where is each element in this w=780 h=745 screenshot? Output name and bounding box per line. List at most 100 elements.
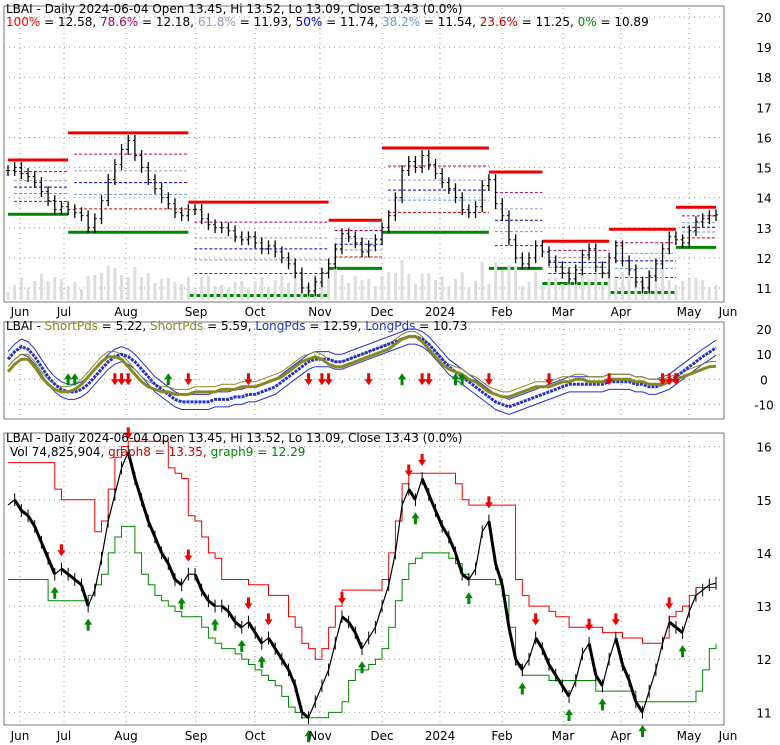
volume-bar	[373, 286, 377, 300]
buy-arrow	[565, 709, 574, 722]
detail-price-segment	[347, 621, 357, 634]
detail-price-segment	[514, 658, 524, 671]
oscillator-y-tick: -10	[754, 398, 774, 412]
detail-price-segment	[401, 488, 410, 506]
detail-price-segment	[308, 701, 316, 718]
detail-price-segment	[67, 573, 76, 581]
detail-panel: 16 15 14 13 12 11 Jun Jul Aug Sep Oct Nov Dec 2024 Fe…	[3, 427, 772, 743]
price-panel-frame	[3, 5, 725, 303]
oscillator-y-tick: 0	[760, 373, 768, 387]
fib-value-786: 12.18	[156, 15, 190, 29]
detail-price-segment	[321, 669, 330, 687]
short-pds-label-2: ShortPds	[150, 319, 203, 333]
volume-bar	[33, 281, 37, 300]
fib-legend: 100% = 12.58, 78.6% = 12.18, 61.8% = 11.…	[6, 15, 649, 29]
detail-arrows	[50, 427, 687, 743]
detail-y-tick: 16	[756, 441, 771, 455]
volume-bar	[367, 279, 371, 300]
volume-bar	[714, 285, 718, 300]
detail-price-segment	[434, 509, 444, 527]
price-x-tick: Feb	[491, 305, 512, 319]
price-y-tick: 17	[756, 101, 771, 115]
fib-value-618: 11.93	[254, 15, 288, 29]
detail-price-segment	[54, 568, 62, 575]
price-x-tick: Sep	[185, 305, 208, 319]
detail-price-segment	[328, 643, 336, 670]
long-pds-label-2: LongPds	[365, 319, 415, 333]
detail-price-segment	[688, 595, 697, 612]
short-pds-line	[6, 335, 717, 399]
volume-bar	[86, 276, 90, 300]
volume-bar	[427, 273, 431, 300]
detail-price-segment	[668, 620, 677, 629]
price-y-tick: 11	[756, 282, 771, 296]
volume-bar	[146, 273, 150, 300]
volume-bar	[534, 272, 538, 300]
fib-value-236: 11.25	[536, 15, 570, 29]
volume-bar	[113, 268, 117, 300]
price-x-tick: Nov	[308, 305, 331, 319]
detail-price-segment	[461, 573, 470, 581]
detail-x-tick: Jun	[10, 729, 30, 743]
sell-arrow	[57, 544, 66, 557]
price-x-tick: Apr	[611, 305, 632, 319]
graph8-label: graph8 = 13.35,	[108, 445, 207, 459]
price-panel: 20 19 18 17 16 15 14 13 12 11 Jun Jul Aug Sep Oct Nov D…	[3, 2, 772, 319]
buy-arrow	[411, 512, 420, 525]
detail-x-tick: Oct	[245, 729, 266, 743]
detail-price-segment	[87, 589, 96, 607]
volume-bar	[520, 286, 524, 300]
detail-price-segment	[468, 568, 477, 580]
volume-bar	[160, 279, 164, 300]
volume-bar	[206, 276, 210, 300]
detail-price-segment	[594, 674, 604, 687]
sell-arrow	[418, 453, 427, 466]
detail-price-segment	[140, 499, 150, 522]
price-y-tick: 20	[756, 11, 771, 25]
volume-bar	[93, 275, 97, 300]
detail-price-segment	[554, 674, 564, 687]
price-y-tick: 16	[756, 131, 771, 145]
detail-price-segment	[133, 478, 144, 501]
detail-price-segment	[487, 520, 498, 564]
sell-arrow	[364, 373, 373, 386]
volume-bar	[166, 278, 170, 300]
volume-bar	[280, 276, 284, 300]
detail-price-segment	[561, 684, 571, 698]
sell-arrow	[665, 373, 674, 386]
buy-arrow	[50, 586, 59, 599]
volume-bar	[19, 278, 23, 300]
detail-price-segment	[420, 477, 431, 496]
detail-price-segment	[521, 658, 530, 671]
detail-bands	[8, 440, 717, 719]
volume-bar	[360, 280, 364, 300]
sell-arrow	[184, 373, 193, 386]
long-pds-line	[6, 335, 717, 409]
price-y-tick: 12	[756, 252, 771, 266]
buy-arrow	[398, 373, 407, 386]
fib-label-618: 61.8%	[198, 15, 236, 29]
buy-arrow	[638, 724, 647, 737]
price-y-tick: 18	[756, 71, 771, 85]
detail-price-segment	[474, 531, 483, 569]
detail-x-tick: Apr	[611, 729, 632, 743]
detail-price-segment	[407, 488, 417, 501]
volume-bar	[380, 276, 384, 300]
sell-arrow	[324, 373, 333, 386]
detail-price-segment	[80, 584, 90, 607]
volume-bar	[500, 270, 504, 300]
volume-bar	[347, 283, 351, 300]
volume-bar	[246, 288, 250, 300]
fib-label-786: 78.6%	[100, 15, 138, 29]
detail-price-segment	[353, 632, 364, 650]
detail-price-segment	[575, 653, 583, 681]
volume-bar	[413, 284, 417, 300]
volume-bar	[560, 284, 564, 300]
oscillator-y-tick: 20	[756, 323, 771, 337]
fib-value-50: 11.74	[340, 15, 374, 29]
sell-arrow	[404, 464, 413, 477]
volume-bar	[433, 280, 437, 300]
sell-arrow	[484, 496, 493, 509]
sell-arrow	[585, 618, 594, 631]
volume-bar	[353, 276, 357, 300]
